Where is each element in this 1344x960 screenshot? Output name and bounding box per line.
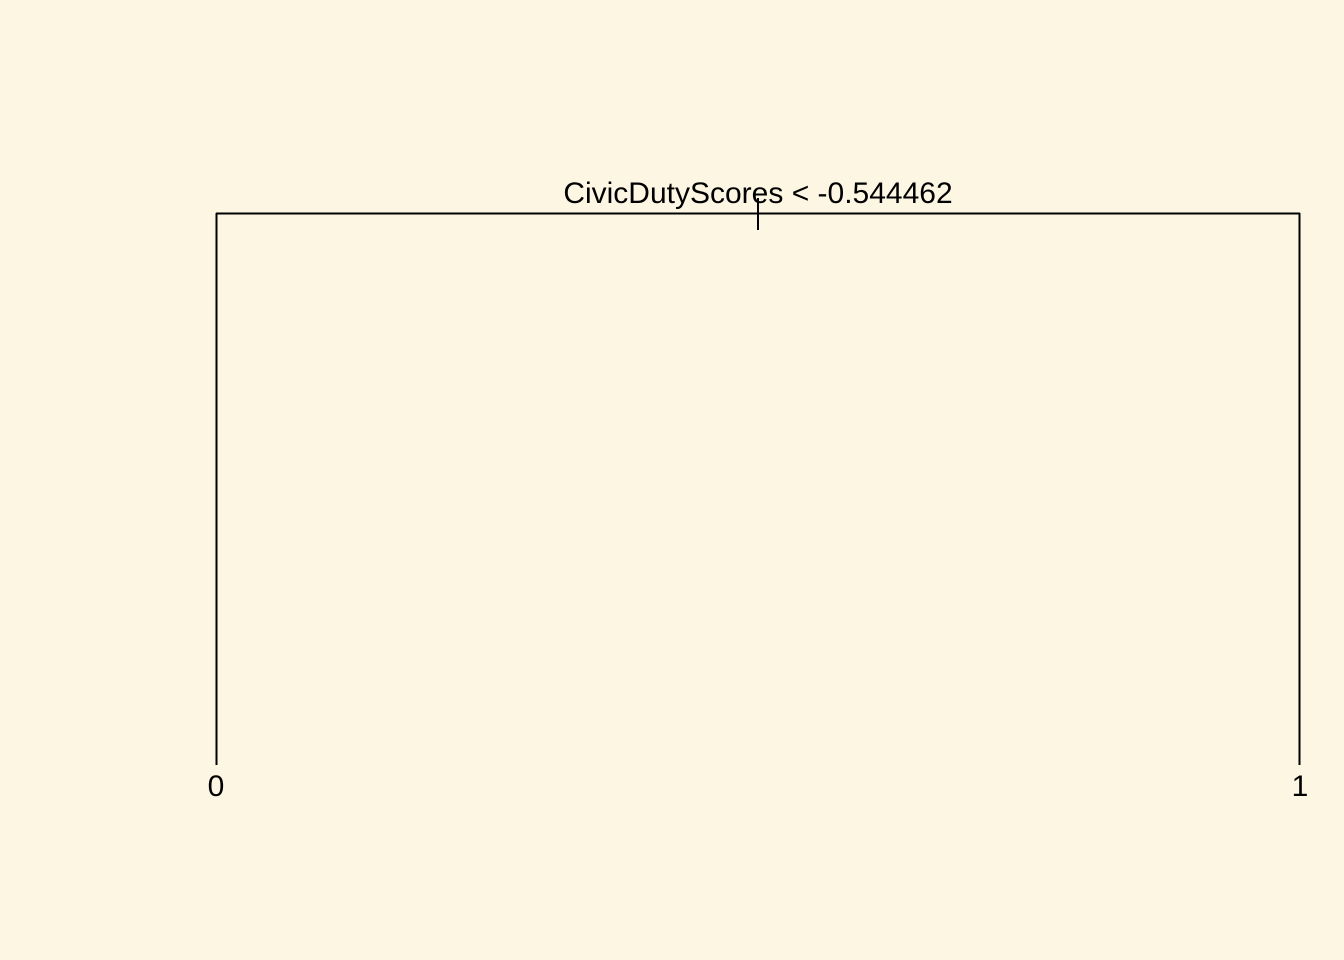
leaf-label-left: 0 <box>208 770 225 803</box>
root-split-label: CivicDutyScores < -0.544462 <box>563 177 952 210</box>
leaf-label-right: 1 <box>1292 770 1309 803</box>
